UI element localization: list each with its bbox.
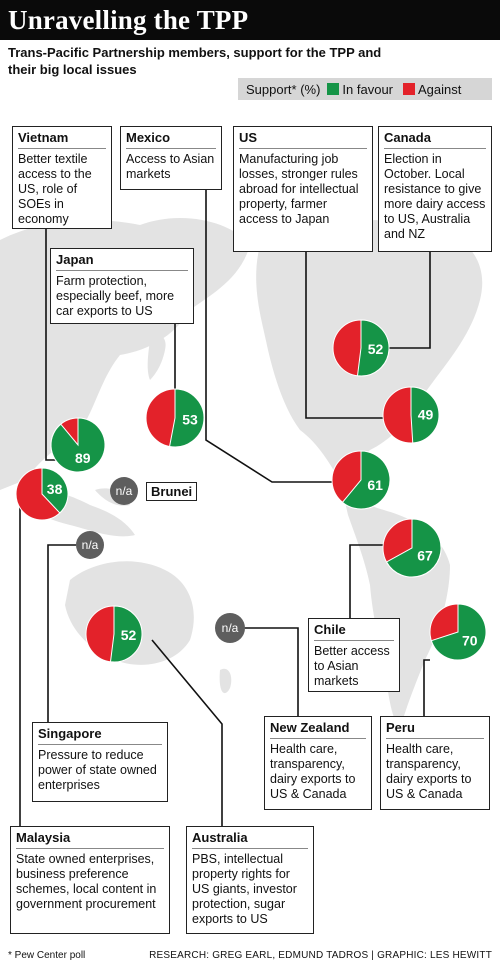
callout-us-name: US — [239, 130, 367, 149]
callout-malaysia: Malaysia State owned enterprises, busine… — [10, 826, 170, 934]
callout-vietnam-issue: Better textile access to the US, role of… — [18, 152, 92, 226]
credits: RESEARCH: GREG EARL, EDMUND TADROS | GRA… — [149, 950, 492, 961]
callout-canada-issue: Election in October. Local resistance to… — [384, 152, 486, 241]
callout-singapore-issue: Pressure to reduce power of state owned … — [38, 748, 157, 792]
footnote: * Pew Center poll — [8, 950, 86, 961]
callout-newzealand-issue: Health care, transparency, dairy exports… — [270, 742, 356, 801]
legend-favour-label: In favour — [342, 81, 394, 97]
callout-australia-name: Australia — [192, 830, 308, 849]
callout-malaysia-issue: State owned enterprises, business prefer… — [16, 852, 157, 911]
callout-canada-name: Canada — [384, 130, 486, 149]
callout-chile-name: Chile — [314, 622, 394, 641]
legend-label: Support* (%) — [246, 81, 321, 97]
callout-japan: Japan Farm protection, especially beef, … — [50, 248, 194, 324]
callout-australia-issue: PBS, intellectual property rights for US… — [192, 852, 297, 926]
callout-peru-name: Peru — [386, 720, 484, 739]
callout-singapore: Singapore Pressure to reduce power of st… — [32, 722, 168, 802]
legend-favour-swatch — [327, 83, 340, 95]
callout-us-issue: Manufacturing job losses, stronger rules… — [239, 152, 359, 226]
callout-mexico: Mexico Access to Asian markets — [120, 126, 222, 190]
callout-japan-name: Japan — [56, 252, 188, 271]
callout-mexico-issue: Access to Asian markets — [126, 152, 215, 181]
title-bar: Unravelling the TPP — [0, 0, 500, 40]
callout-singapore-name: Singapore — [38, 726, 162, 745]
callout-japan-issue: Farm protection, especially beef, more c… — [56, 274, 175, 318]
legend-against-swatch — [403, 83, 416, 95]
label-brunei: Brunei — [146, 482, 198, 501]
legend-against-label: Against — [418, 81, 462, 97]
legend: Support* (%) In favour Against — [238, 78, 492, 100]
callout-vietnam: Vietnam Better textile access to the US,… — [12, 126, 112, 229]
subtitle: Trans-Pacific Partnership members, suppo… — [8, 45, 382, 77]
callout-peru: Peru Health care, transparency, dairy ex… — [380, 716, 490, 810]
callout-chile-issue: Better access to Asian markets — [314, 644, 390, 688]
callout-australia: Australia PBS, intellectual property rig… — [186, 826, 314, 934]
callout-newzealand-name: New Zealand — [270, 720, 366, 739]
callout-vietnam-name: Vietnam — [18, 130, 106, 149]
callout-us: US Manufacturing job losses, stronger ru… — [233, 126, 373, 252]
callout-malaysia-name: Malaysia — [16, 830, 164, 849]
callout-newzealand: New Zealand Health care, transparency, d… — [264, 716, 372, 810]
callout-peru-issue: Health care, transparency, dairy exports… — [386, 742, 472, 801]
callout-mexico-name: Mexico — [126, 130, 216, 149]
page-title: Unravelling the TPP — [8, 5, 249, 35]
callout-canada: Canada Election in October. Local resist… — [378, 126, 492, 252]
callout-chile: Chile Better access to Asian markets — [308, 618, 400, 692]
